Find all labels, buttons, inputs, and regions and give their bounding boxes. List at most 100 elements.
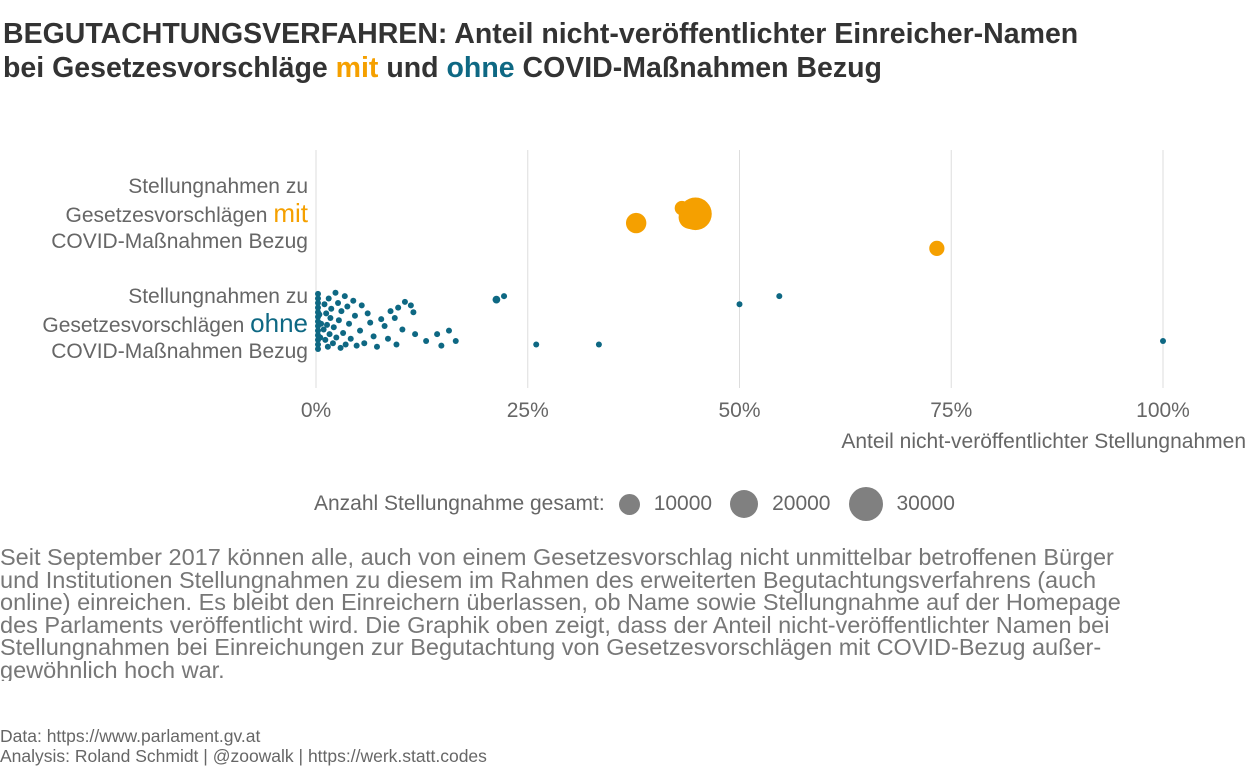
data-point-ohne [332, 289, 339, 296]
title-text: bei Gesetzesvorschläge [3, 52, 336, 84]
title-line-1: BEGUTACHTUNGSVERFAHREN: Anteil nicht-ver… [3, 18, 1079, 50]
title-text: COVID-Maßnahmen Bezug [514, 52, 882, 84]
data-point-ohne [373, 343, 380, 350]
data-point-ohne [410, 309, 417, 316]
x-tick-label: 0% [301, 399, 331, 422]
data-point-ohne [317, 334, 324, 341]
scatter-chart: 0% 25% 50% 75% 100% Anteil nicht-veröffentlic… [301, 150, 1246, 453]
data-point-ohne [324, 343, 331, 350]
size-legend-item: 30000 [848, 487, 955, 521]
size-legend-item: 10000 [618, 492, 713, 516]
y-category-label-ohne: Stellungnahmen zu Gesetzesvorschlägen oh… [0, 284, 308, 365]
data-point-ohne [353, 342, 360, 349]
caption: Seit September 2017 können alle, auch vo… [0, 546, 1248, 681]
y-label-text: Gesetzesvorschlägen [65, 204, 274, 227]
y-label-line: Stellungnahmen zu [128, 175, 308, 198]
data-point-ohne [335, 300, 342, 307]
data-point-ohne [423, 338, 430, 344]
data-point-ohne [412, 331, 419, 338]
caption-line: gewöhnlich hoch war. [0, 656, 225, 681]
size-legend-dot [730, 490, 759, 518]
data-point-ohne [328, 305, 335, 312]
y-label-highlight-mit: mit [273, 198, 308, 228]
title-line-2: bei Gesetzesvorschläge mit und ohne COVI… [3, 51, 1248, 85]
title-highlight-ohne: ohne [446, 52, 515, 84]
data-point-ohne [344, 303, 351, 310]
data-point-mit [929, 240, 945, 256]
y-label-line: COVID-Maßnahmen Bezug [51, 230, 308, 253]
y-label-line: Gesetzesvorschlägen mit [0, 200, 308, 229]
data-point-ohne [327, 315, 334, 321]
data-point-ohne [1160, 338, 1166, 344]
x-axis-label: Anteil nicht-veröffentlichter Stellungna… [841, 430, 1246, 453]
data-point-ohne [321, 301, 328, 308]
data-point-ohne [315, 290, 321, 297]
data-point-ohne [434, 331, 441, 338]
data-point-ohne [407, 302, 414, 309]
data-point-ohne [595, 341, 602, 348]
data-point-ohne [384, 335, 391, 342]
data-point-ohne [323, 310, 330, 317]
size-legend: Anzahl Stellungnahme gesamt: 10000 20000… [314, 484, 973, 524]
data-point-ohne [350, 297, 357, 304]
size-legend-dot [618, 493, 640, 515]
size-legend-dot [848, 487, 883, 521]
title-text: und [378, 52, 447, 84]
data-point-ohne [500, 293, 508, 300]
x-tick-label: 75% [930, 399, 972, 422]
data-point-ohne [340, 329, 347, 336]
size-legend-label: 30000 [896, 492, 955, 515]
size-legend-label: 20000 [772, 492, 831, 515]
data-point-ohne [395, 304, 402, 311]
caption-line: und Institutionen Stellungnahmen zu dies… [0, 566, 1097, 593]
y-category-label-mit: Stellungnahmen zu Gesetzesvorschlägen mi… [0, 174, 308, 255]
data-point-mit [678, 205, 703, 230]
data-point-ohne [492, 295, 501, 304]
data-point-ohne [326, 331, 333, 338]
data-point-ohne [387, 308, 394, 315]
title-highlight-mit: mit [335, 52, 379, 84]
data-point-ohne [325, 295, 332, 302]
data-point-ohne [322, 336, 329, 343]
x-tick-label: 100% [1136, 399, 1190, 422]
data-point-ohne [361, 340, 368, 347]
data-point-ohne [315, 341, 321, 348]
data-point-ohne [315, 295, 321, 302]
size-legend-label: 10000 [653, 492, 713, 515]
x-tick-label: 25% [507, 399, 549, 422]
data-point-ohne [330, 324, 337, 331]
data-point-ohne [438, 342, 445, 349]
data-point-ohne [370, 333, 377, 340]
data-point-ohne [393, 341, 400, 348]
data-point-ohne [335, 317, 342, 324]
data-point-ohne [736, 301, 743, 308]
data-point-ohne [320, 326, 327, 333]
caption-line: Stellungnahmen bei Einreichungen zur Beg… [0, 634, 1102, 660]
data-point-ohne [316, 311, 323, 318]
size-legend-title: Anzahl Stellungnahme gesamt: [314, 492, 605, 515]
data-point-ohne [347, 335, 354, 342]
source-credits: Data: https://www.parlament.gv.at Analys… [0, 726, 1248, 766]
y-label-text: Gesetzesvorschlägen [42, 314, 251, 337]
data-point-ohne [364, 310, 371, 317]
data-point-ohne [342, 341, 349, 348]
data-point-ohne [338, 308, 345, 315]
data-source: Data: https://www.parlament.gv.at [0, 726, 261, 746]
size-legend-item: 20000 [730, 490, 831, 518]
x-tick-label: 50% [718, 399, 760, 422]
data-point-ohne [533, 341, 540, 348]
data-point-ohne [324, 321, 331, 328]
y-label-highlight-ohne: ohne [250, 308, 308, 338]
data-point-ohne [401, 298, 408, 305]
data-point-ohne [341, 293, 348, 300]
data-point-ohne [337, 344, 344, 351]
data-point-ohne [329, 340, 336, 347]
caption-line: online) einreichen. Es bleibt den Einrei… [0, 589, 1121, 615]
data-point-ohne [357, 327, 364, 334]
data-point-ohne [399, 326, 406, 333]
caption-line: Seit September 2017 können alle, auch vo… [0, 546, 1114, 570]
data-point-ohne [315, 327, 321, 334]
data-point-ohne [315, 304, 321, 311]
chart-title: BEGUTACHTUNGSVERFAHREN: Anteil nicht-ver… [3, 17, 1248, 85]
data-point-ohne [346, 320, 353, 327]
